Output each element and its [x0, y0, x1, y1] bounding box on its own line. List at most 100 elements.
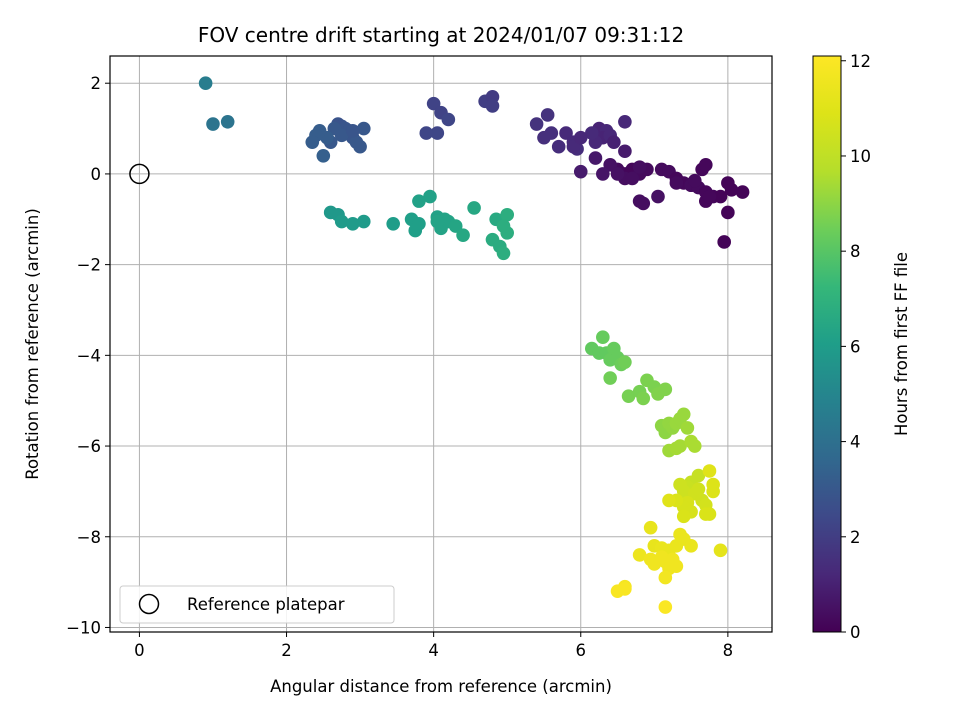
colorbar: 0 2 4 6 8 10 12 Hours from first FF file	[812, 52, 911, 642]
data-point	[559, 126, 573, 140]
x-tick-label: 0	[134, 641, 145, 660]
data-point	[680, 421, 695, 435]
colorbar-tick-label: 10	[850, 147, 871, 166]
data-point	[334, 214, 349, 229]
data-point	[588, 151, 603, 165]
axes-background	[110, 56, 772, 632]
data-point	[334, 128, 349, 143]
data-point	[618, 582, 632, 596]
legend: Reference platepar	[119, 585, 395, 624]
data-point	[618, 114, 632, 129]
data-point	[573, 164, 588, 179]
data-point	[669, 176, 684, 190]
data-point	[496, 246, 511, 261]
data-point	[607, 135, 621, 149]
data-point	[687, 173, 702, 188]
data-point	[412, 194, 426, 208]
colorbar-gradient	[812, 55, 842, 633]
data-point	[658, 382, 673, 397]
data-point	[676, 509, 691, 524]
data-point	[467, 201, 481, 215]
data-point	[706, 484, 720, 499]
data-point	[603, 158, 617, 172]
data-point	[699, 158, 713, 172]
colorbar-tick-label: 6	[850, 337, 861, 356]
data-point	[412, 217, 426, 231]
data-point	[713, 189, 728, 204]
data-point	[441, 112, 456, 127]
y-tick-label: −6	[77, 437, 101, 456]
data-point	[676, 407, 691, 422]
data-point	[596, 167, 610, 181]
data-point	[540, 108, 555, 122]
data-point	[430, 126, 445, 140]
y-tick-label: −2	[77, 256, 101, 275]
data-point	[625, 171, 640, 186]
plot-area: 0 2 4 6 8 2 0 −2 −4 −6 −8 −10 Reference platepar	[66, 55, 773, 660]
data-point	[702, 507, 717, 521]
colorbar-ticks: 0 2 4 6 8 10 12	[841, 52, 871, 642]
data-point	[345, 124, 360, 138]
data-point	[356, 121, 371, 136]
scatter-points	[198, 76, 750, 614]
x-tick-label: 6	[576, 641, 587, 660]
data-point	[643, 520, 658, 535]
y-axis-ticks: 2 0 −2 −4 −6 −8 −10	[66, 74, 110, 637]
data-point	[735, 185, 750, 199]
data-point	[500, 207, 514, 222]
data-point	[721, 205, 735, 220]
data-point	[658, 570, 673, 585]
data-point	[419, 126, 434, 140]
colorbar-label: Hours from first FF file	[892, 252, 911, 436]
data-point	[345, 217, 360, 231]
y-tick-label: −8	[77, 528, 101, 547]
x-axis-label: Angular distance from reference (arcmin)	[270, 677, 612, 696]
data-point	[691, 482, 706, 496]
y-tick-label: −4	[77, 346, 101, 365]
legend-entry-reference: Reference platepar	[187, 595, 345, 614]
data-point	[662, 493, 676, 508]
chart-title: FOV centre drift starting at 2024/01/07 …	[198, 23, 684, 47]
reference-marker	[129, 163, 150, 185]
data-point	[573, 130, 588, 145]
data-point	[448, 219, 463, 233]
x-tick-label: 4	[428, 641, 439, 660]
data-point	[717, 235, 731, 249]
data-point	[669, 559, 684, 574]
data-point	[636, 391, 651, 406]
y-tick-label: −10	[66, 618, 101, 637]
legend-box	[119, 585, 395, 624]
data-point	[618, 355, 632, 369]
data-point	[596, 330, 610, 344]
data-point	[485, 99, 500, 113]
data-point	[673, 477, 687, 492]
colorbar-tick-label: 8	[850, 242, 861, 261]
data-point	[426, 96, 441, 111]
x-tick-label: 2	[281, 641, 292, 660]
y-tick-label: 2	[91, 74, 102, 93]
data-point	[702, 464, 717, 478]
data-point	[198, 76, 213, 91]
data-point	[610, 167, 625, 181]
data-point	[713, 543, 728, 558]
data-point	[632, 160, 647, 174]
data-point	[621, 389, 636, 403]
data-point	[353, 139, 367, 154]
data-point	[305, 135, 320, 149]
data-point	[456, 228, 470, 242]
data-point	[430, 214, 445, 229]
data-point	[584, 126, 599, 140]
data-point	[632, 548, 647, 562]
data-point	[220, 114, 235, 129]
colorbar-tick-label: 0	[850, 623, 861, 642]
y-tick-label: 0	[91, 165, 102, 184]
x-axis-ticks: 0 2 4 6 8	[134, 632, 733, 660]
data-point	[687, 439, 702, 453]
data-point	[551, 139, 566, 154]
colorbar-tick-label: 4	[850, 433, 861, 452]
data-point	[386, 217, 400, 231]
data-point	[702, 189, 717, 204]
colorbar-tick-label: 12	[850, 52, 871, 71]
data-point	[618, 144, 632, 159]
